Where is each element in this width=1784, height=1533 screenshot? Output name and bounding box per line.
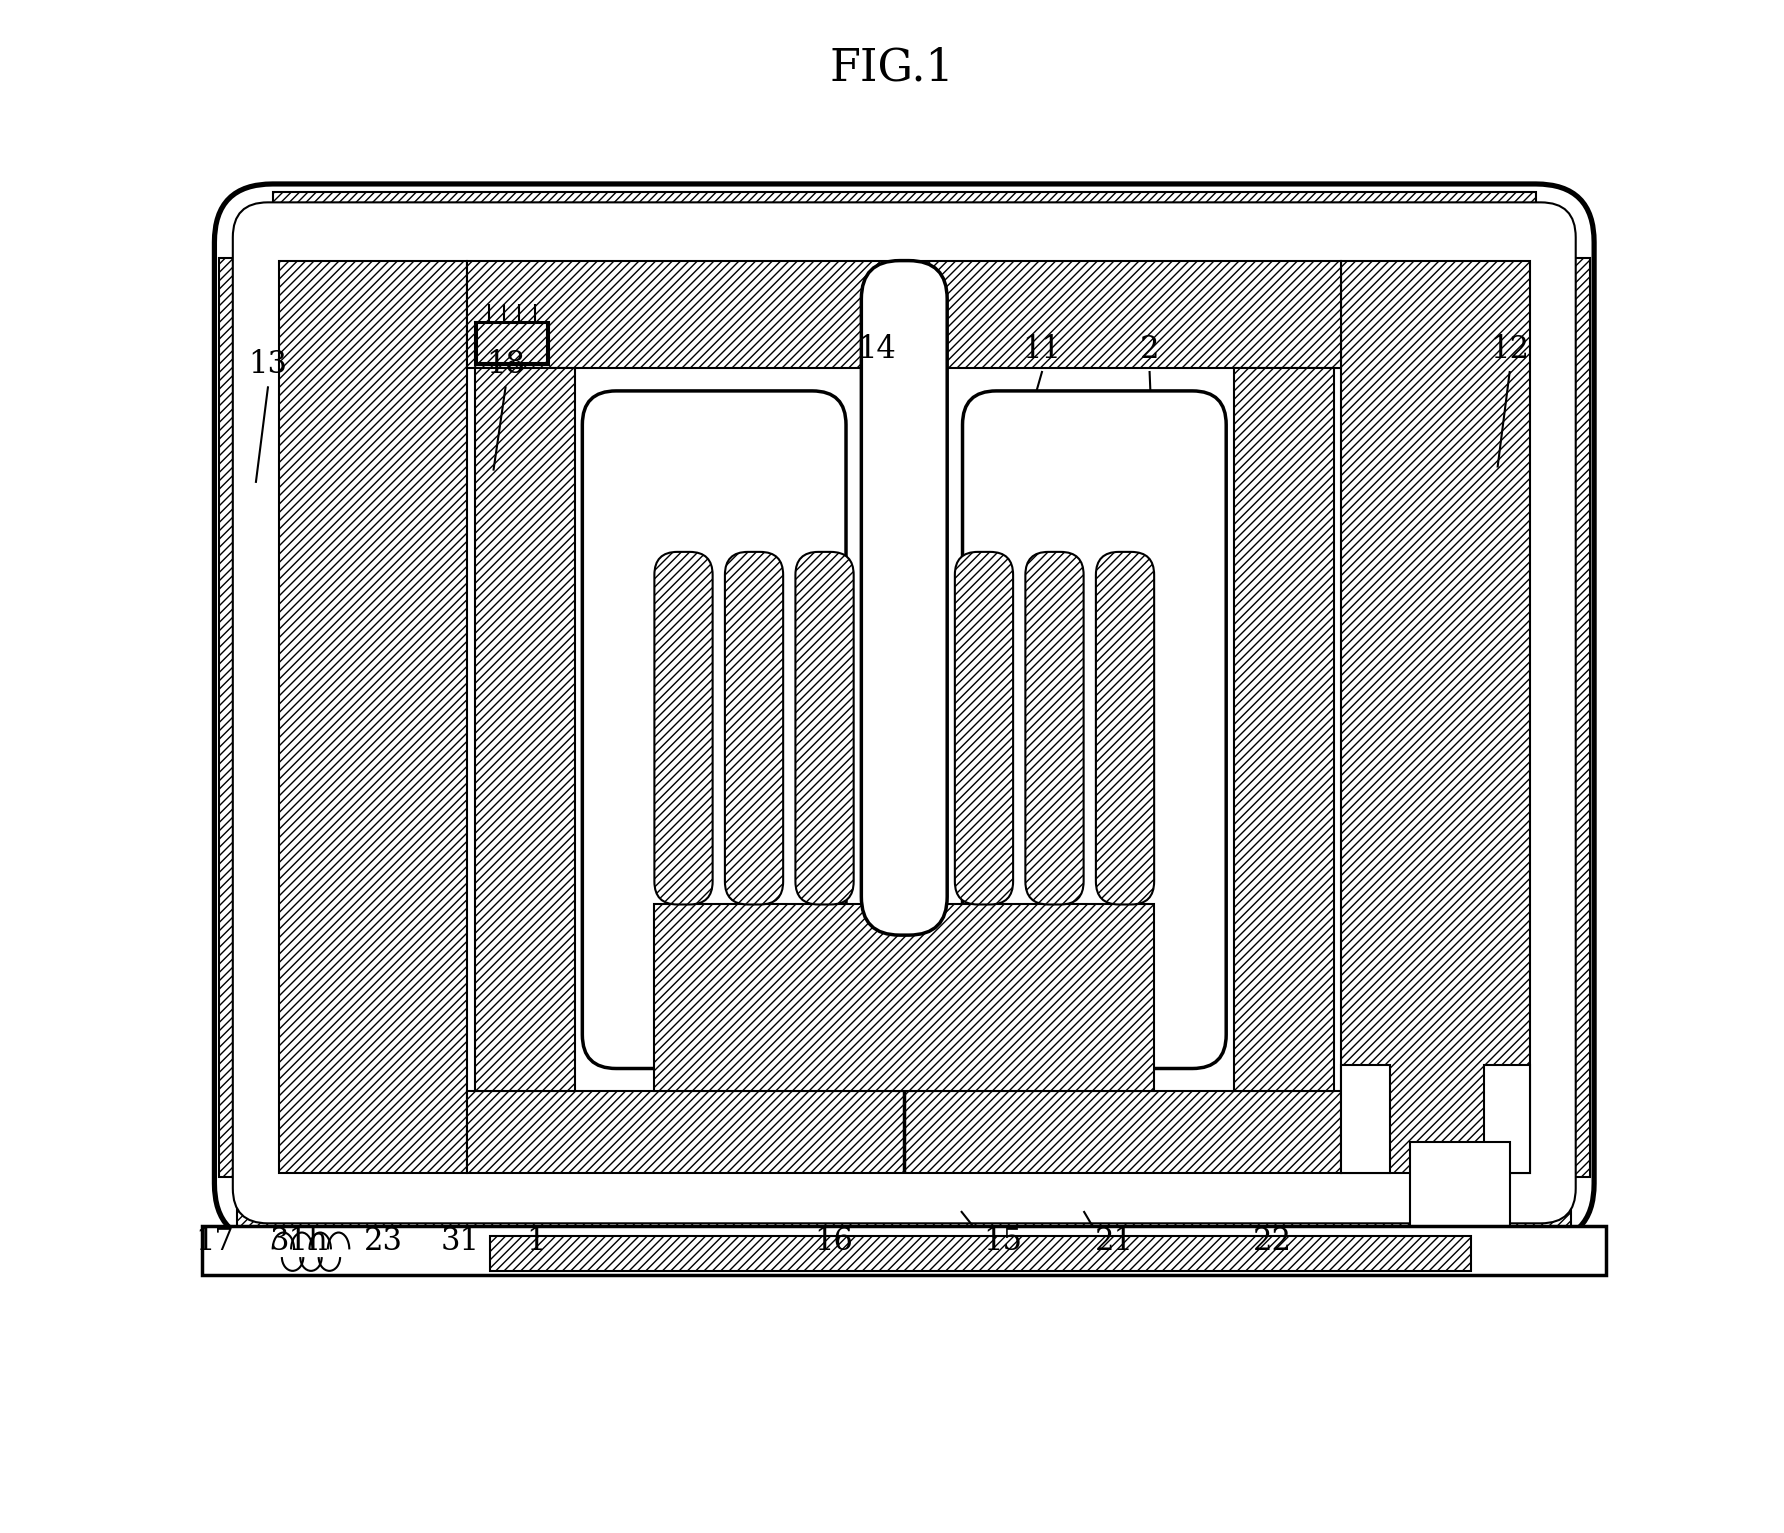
Text: 31h: 31h <box>269 1226 328 1257</box>
FancyBboxPatch shape <box>796 552 855 904</box>
Bar <box>202 1226 1606 1275</box>
Text: 31: 31 <box>441 1226 480 1257</box>
Text: 16: 16 <box>814 1226 853 1257</box>
FancyBboxPatch shape <box>232 202 1575 1223</box>
Polygon shape <box>475 368 574 1091</box>
FancyBboxPatch shape <box>1095 552 1154 904</box>
Bar <box>1409 1142 1509 1234</box>
Text: 23: 23 <box>364 1226 403 1257</box>
Polygon shape <box>655 904 1154 1091</box>
Polygon shape <box>219 258 278 1177</box>
Text: 13: 13 <box>248 350 287 380</box>
Text: 15: 15 <box>983 1226 1022 1257</box>
Polygon shape <box>237 1177 1572 1240</box>
Polygon shape <box>467 1091 1342 1173</box>
Polygon shape <box>1529 258 1590 1177</box>
Polygon shape <box>491 1236 1472 1271</box>
FancyBboxPatch shape <box>655 552 712 904</box>
Text: 14: 14 <box>858 334 896 365</box>
Text: 2: 2 <box>1140 334 1160 365</box>
Text: 21: 21 <box>1095 1226 1135 1257</box>
Polygon shape <box>273 192 1536 258</box>
Text: 11: 11 <box>1022 334 1061 365</box>
Polygon shape <box>1342 261 1529 1173</box>
Text: 22: 22 <box>1252 1226 1292 1257</box>
Text: 1: 1 <box>526 1226 546 1257</box>
FancyBboxPatch shape <box>954 552 1013 904</box>
FancyBboxPatch shape <box>724 552 783 904</box>
Polygon shape <box>467 261 1342 368</box>
FancyBboxPatch shape <box>214 184 1595 1242</box>
Text: FIG.1: FIG.1 <box>830 46 954 89</box>
Polygon shape <box>1235 368 1333 1091</box>
FancyBboxPatch shape <box>582 391 846 1069</box>
Bar <box>1484 1065 1529 1173</box>
Bar <box>475 322 549 365</box>
Text: 12: 12 <box>1490 334 1529 365</box>
Polygon shape <box>476 323 548 363</box>
FancyBboxPatch shape <box>1026 552 1083 904</box>
FancyBboxPatch shape <box>862 261 947 935</box>
Polygon shape <box>278 261 467 1173</box>
FancyBboxPatch shape <box>963 391 1226 1069</box>
Bar <box>1342 1065 1390 1173</box>
Text: 17: 17 <box>194 1226 234 1257</box>
Text: 18: 18 <box>487 350 524 380</box>
